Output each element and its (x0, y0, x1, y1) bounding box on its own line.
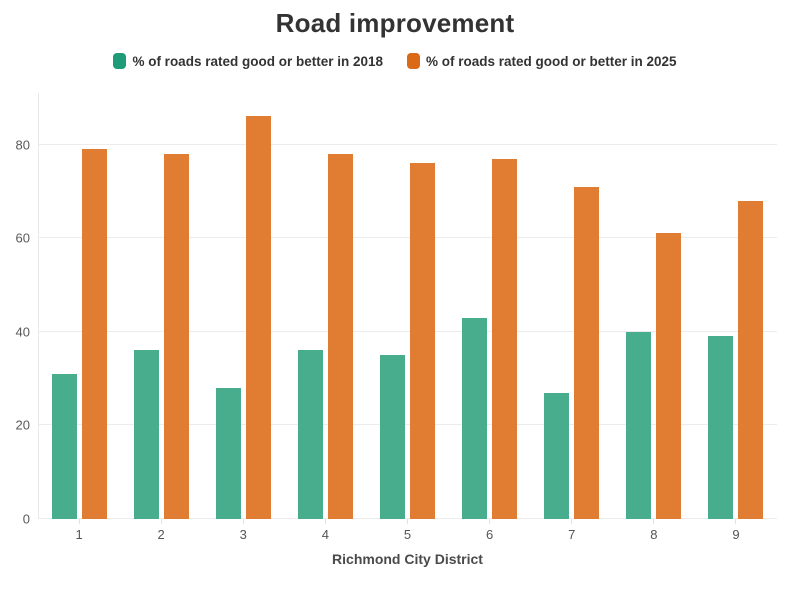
bar-2025-district-8 (656, 233, 682, 519)
gridline (38, 424, 777, 426)
bar-group-district-4 (284, 93, 366, 519)
x-axis-title: Richmond City District (332, 551, 483, 567)
bar-group-district-7 (531, 93, 613, 519)
gridline (38, 330, 777, 332)
legend-swatch-icon (113, 53, 127, 69)
x-tick-mark (653, 519, 655, 524)
bar-2025-district-3 (245, 116, 271, 519)
x-tick-mark (406, 519, 408, 524)
x-tick-label: 6 (485, 527, 494, 542)
y-axis-ticks: 0 20 40 60 80 (0, 93, 30, 526)
x-tick-label: 4 (321, 527, 329, 542)
x-tick-district-7: 7 (531, 519, 613, 541)
bar-group-district-2 (120, 93, 202, 519)
bar-2018-district-9 (708, 336, 734, 519)
bar-group-district-1 (38, 93, 120, 519)
bar-2018-district-1 (51, 373, 77, 519)
bar-2018-district-4 (297, 350, 323, 519)
y-tick-label: 20 (15, 417, 30, 433)
bar-2018-district-5 (379, 355, 405, 519)
legend-label: % of roads rated good or better in 2018 (132, 53, 383, 69)
x-tick-district-2: 2 (120, 519, 202, 541)
bar-2018-district-3 (215, 387, 241, 519)
gridline (38, 143, 777, 145)
bar-2025-district-7 (574, 186, 600, 519)
plot-area (38, 93, 777, 519)
x-tick-label: 1 (75, 527, 83, 542)
legend-label: % of roads rated good or better in 2025 (426, 53, 677, 69)
y-tick-label: 0 (22, 511, 30, 527)
bar-group-district-3 (202, 93, 284, 519)
bar-2018-district-2 (133, 350, 159, 519)
x-tick-district-9: 9 (695, 519, 777, 541)
x-tick-label: 7 (568, 527, 576, 542)
x-tick-mark (735, 519, 737, 524)
x-tick-district-4: 4 (284, 519, 366, 541)
y-axis-line (38, 93, 39, 519)
bar-2018-district-6 (462, 317, 488, 519)
chart-title: Road improvement (275, 8, 515, 38)
y-tick-label: 40 (15, 324, 30, 340)
bar-2018-district-7 (544, 392, 570, 519)
bar-groups (38, 93, 777, 519)
legend-swatch-icon (407, 53, 420, 69)
bar-group-district-6 (449, 93, 531, 519)
x-tick-district-3: 3 (202, 519, 284, 541)
x-tick-label: 3 (239, 527, 247, 542)
y-tick-label: 60 (15, 230, 30, 246)
x-tick-district-8: 8 (613, 519, 695, 541)
y-tick-label: 80 (15, 137, 30, 152)
x-tick-district-5: 5 (366, 519, 448, 541)
x-tick-mark (571, 519, 573, 524)
bar-2025-district-6 (492, 158, 518, 519)
x-tick-mark (160, 519, 162, 524)
bar-2025-district-4 (327, 153, 353, 519)
bar-2025-district-1 (81, 149, 107, 519)
bar-group-district-9 (695, 93, 777, 519)
x-tick-label: 5 (403, 527, 412, 542)
x-tick-mark (78, 519, 80, 524)
x-tick-label: 8 (650, 527, 658, 542)
x-tick-district-1: 1 (38, 519, 120, 541)
x-tick-mark (489, 519, 491, 524)
x-tick-mark (324, 519, 326, 524)
bar-2025-district-5 (409, 163, 435, 519)
bar-group-district-8 (613, 93, 695, 519)
bar-2018-district-8 (626, 331, 652, 519)
x-tick-mark (242, 519, 244, 524)
legend-item-2025: % of roads rated good or better in 2025 (407, 53, 677, 69)
legend: % of roads rated good or better in 2018%… (0, 53, 790, 69)
gridline (38, 237, 777, 239)
legend-item-2018: % of roads rated good or better in 2018 (113, 53, 383, 69)
bar-2025-district-2 (163, 153, 189, 519)
bar-group-district-5 (366, 93, 448, 519)
x-tick-district-6: 6 (449, 519, 531, 541)
x-tick-label: 9 (732, 527, 740, 542)
x-axis-baseline (38, 518, 777, 519)
x-axis-ticks: 1 2 3 4 5 6 7 8 9 (38, 519, 777, 541)
x-tick-label: 2 (157, 527, 165, 542)
bar-2025-district-9 (738, 200, 764, 519)
